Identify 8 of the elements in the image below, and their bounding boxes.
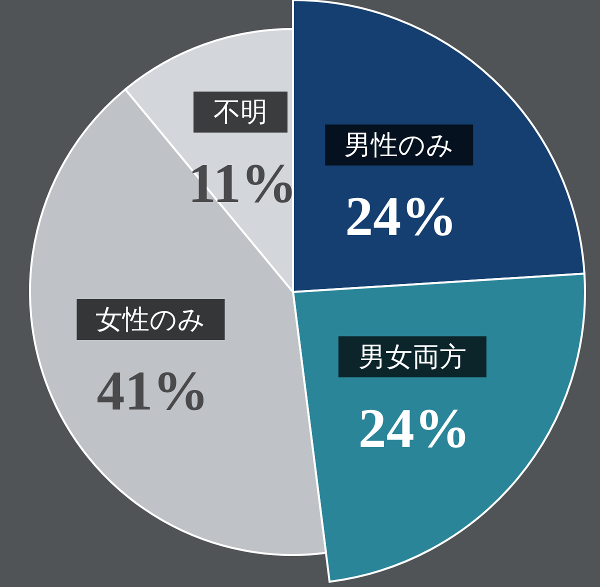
slice-label: 不明 xyxy=(213,97,268,128)
data-label: 41% xyxy=(96,360,209,423)
slice-label: 男女両方 xyxy=(358,342,466,373)
data-label: 24% xyxy=(345,186,458,248)
data-label: 24% xyxy=(358,398,470,460)
slice-label: 女性のみ xyxy=(96,304,206,336)
slice-label: 男性のみ xyxy=(344,130,454,162)
data-label: 11% xyxy=(188,153,297,216)
